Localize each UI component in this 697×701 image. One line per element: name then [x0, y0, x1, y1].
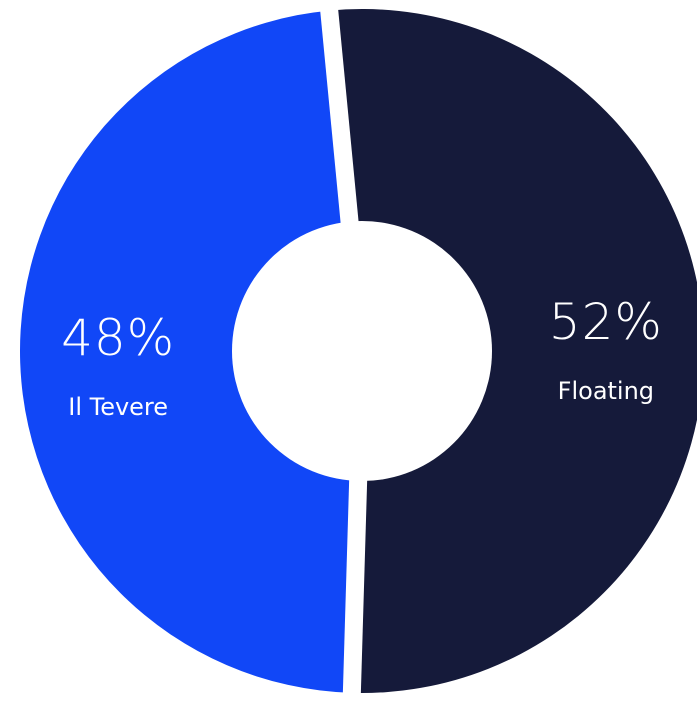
slice-separator — [319, 5, 359, 225]
slice-percent-il-tevere: 48% — [61, 309, 175, 367]
slice-il-tevere — [19, 10, 362, 693]
slice-floating — [329, 9, 697, 693]
slice-percent-floating: 52% — [549, 293, 663, 351]
slice-name-floating: Floating — [558, 377, 654, 405]
slice-separator — [342, 478, 368, 698]
slice-name-il-tevere: Il Tevere — [68, 393, 168, 421]
slice-labels: 52% Floating 48% Il Tevere — [61, 293, 663, 421]
donut-hole — [232, 221, 492, 481]
donut-slices — [19, 5, 697, 698]
